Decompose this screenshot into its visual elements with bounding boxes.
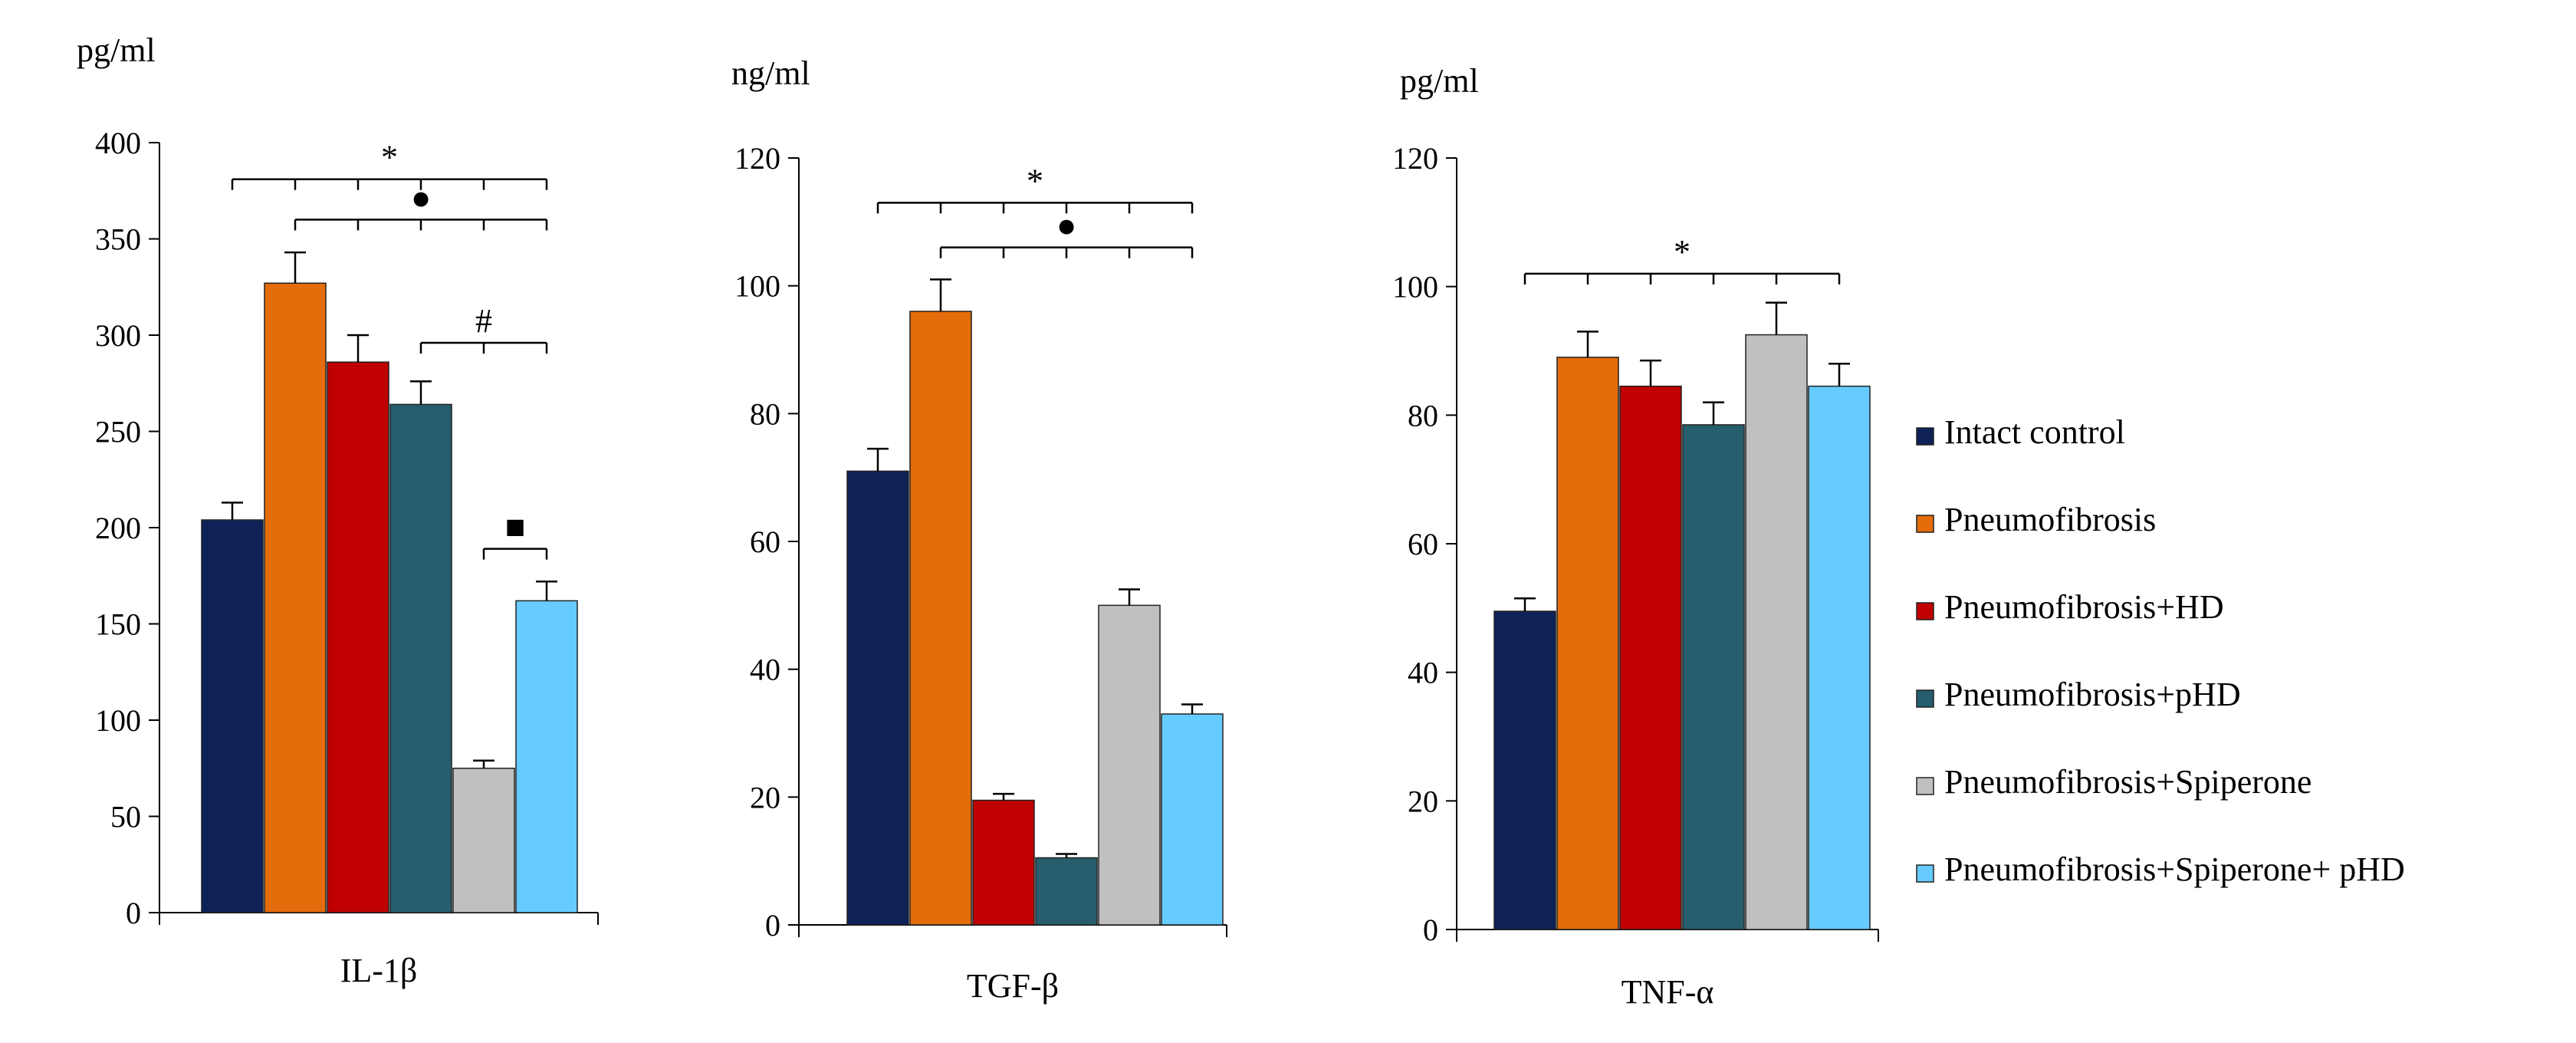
legend-item-2: Pneumofibrosis — [1916, 501, 2156, 538]
significance-bracket-4: ■ — [482, 508, 548, 560]
bar-5 — [1745, 334, 1808, 930]
legend-item-6: Pneumofibrosis+Spiperone+ pHD — [1916, 851, 2405, 888]
significance-symbol: ● — [411, 179, 432, 216]
bar-2 — [1556, 357, 1619, 930]
y-unit-label: pg/ml — [1400, 62, 1479, 100]
y-tick-label: 300 — [95, 318, 141, 353]
significance-symbol: * — [381, 139, 398, 176]
legend-label: Pneumofibrosis+Spiperone+ pHD — [1944, 851, 2405, 888]
significance-bracket-1: * — [1523, 233, 1841, 285]
y-tick-label: 0 — [765, 908, 780, 943]
bar-1 — [1493, 610, 1556, 930]
bar-6 — [515, 600, 578, 913]
legend-item-1: Intact control — [1916, 413, 2125, 451]
y-tick-label: 40 — [750, 653, 780, 687]
y-tick-label: 80 — [1408, 398, 1438, 433]
y-tick-label: 80 — [750, 396, 780, 431]
y-tick-label: 100 — [1392, 270, 1438, 304]
bar-6 — [1161, 713, 1224, 926]
significance-symbol: # — [475, 302, 492, 340]
chart-panel-1: pg/ml 0 50 100 150 200 250 300 350 400 IL-1β * ● # ■ — [77, 31, 599, 989]
bar-5 — [1098, 604, 1161, 926]
x-category-label: IL-1β — [340, 952, 418, 989]
y-tick-label: 120 — [1392, 141, 1438, 176]
bar-3 — [972, 799, 1035, 926]
y-tick-label: 0 — [126, 896, 141, 930]
y-tick-label: 150 — [95, 607, 141, 642]
legend-swatch — [1916, 515, 1934, 533]
x-category-label: TGF-β — [967, 967, 1059, 1005]
significance-bracket-1: * — [876, 162, 1194, 214]
y-tick-label: 100 — [734, 269, 780, 304]
y-tick-label: 120 — [734, 141, 780, 176]
legend-swatch — [1916, 864, 1934, 883]
bar-2 — [264, 282, 327, 913]
legend-label: Pneumofibrosis — [1944, 501, 2156, 538]
bar-3 — [1619, 385, 1682, 930]
legend-label: Intact control — [1944, 413, 2125, 451]
x-category-label: TNF-α — [1622, 973, 1714, 1011]
y-tick-label: 0 — [1423, 913, 1438, 947]
legend-swatch — [1916, 602, 1934, 620]
chart-panel-2: ng/ml 0 20 40 60 80 100 120 TGF-β * ● — [731, 54, 1227, 1005]
y-tick-label: 400 — [95, 126, 141, 160]
bar-4 — [389, 403, 452, 913]
legend-swatch — [1916, 427, 1934, 446]
significance-symbol: * — [1027, 162, 1043, 199]
bar-2 — [909, 311, 972, 926]
legend-item-3: Pneumofibrosis+HD — [1916, 588, 2224, 626]
significance-symbol: ■ — [505, 508, 526, 546]
legend-item-4: Pneumofibrosis+pHD — [1916, 676, 2241, 713]
bar-4 — [1035, 857, 1098, 926]
y-tick-label: 20 — [1408, 784, 1438, 818]
bar-3 — [327, 361, 389, 913]
chart-panel-3: pg/ml 0 20 40 60 80 100 120 TNF-α * — [1392, 62, 1879, 1011]
legend-item-5: Pneumofibrosis+Spiperone — [1916, 763, 2312, 801]
y-tick-label: 200 — [95, 511, 141, 545]
y-unit-label: ng/ml — [731, 54, 810, 92]
bar-6 — [1808, 385, 1871, 930]
y-unit-label: pg/ml — [77, 31, 156, 69]
legend-label: Pneumofibrosis+pHD — [1944, 676, 2241, 713]
significance-bracket-1: * — [231, 139, 548, 190]
legend-swatch — [1916, 777, 1934, 795]
legend: Intact control Pneumofibrosis Pneumofibros… — [1916, 413, 2405, 888]
bar-1 — [846, 470, 909, 926]
legend-label: Pneumofibrosis+HD — [1944, 588, 2224, 626]
y-tick-label: 50 — [110, 800, 141, 834]
significance-symbol: ● — [1056, 207, 1077, 245]
legend-label: Pneumofibrosis+Spiperone — [1944, 763, 2312, 801]
y-tick-label: 60 — [750, 525, 780, 559]
significance-bracket-2: ● — [294, 179, 548, 231]
legend-swatch — [1916, 689, 1934, 708]
y-tick-label: 350 — [95, 222, 141, 257]
significance-bracket-3: # — [419, 302, 548, 354]
bar-5 — [452, 768, 515, 913]
y-tick-label: 20 — [750, 780, 780, 814]
significance-bracket-2: ● — [939, 207, 1194, 258]
bar-1 — [201, 519, 264, 913]
y-tick-label: 40 — [1408, 656, 1438, 690]
y-tick-label: 100 — [95, 703, 141, 738]
significance-symbol: * — [1674, 233, 1691, 271]
y-tick-label: 60 — [1408, 527, 1438, 561]
bar-4 — [1682, 424, 1745, 930]
y-tick-label: 250 — [95, 415, 141, 449]
